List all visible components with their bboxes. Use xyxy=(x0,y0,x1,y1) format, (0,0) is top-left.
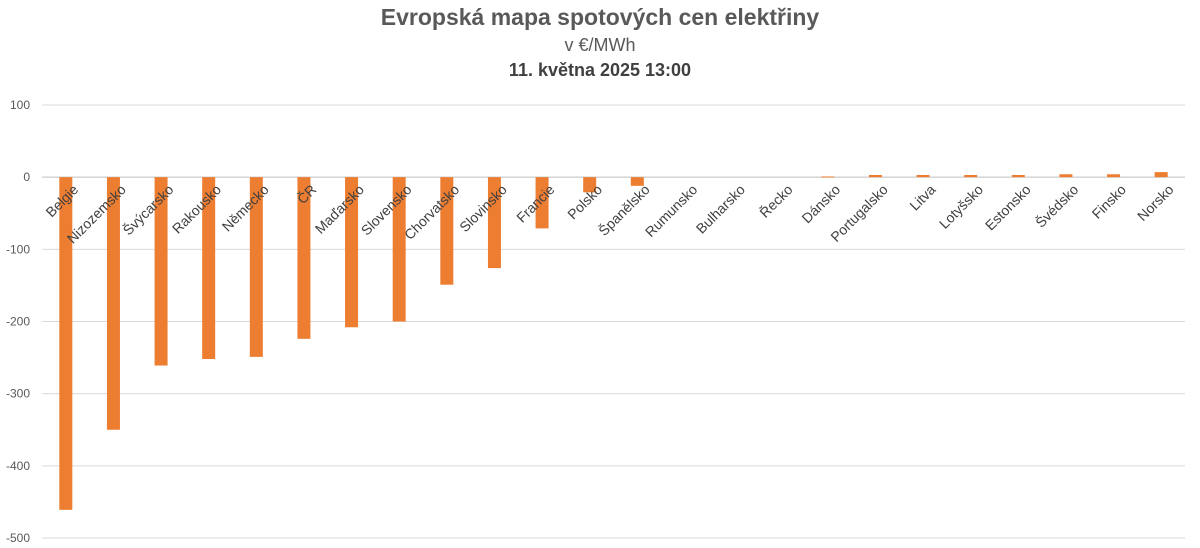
y-axis-ticks: 100 0 -100 -200 -300 -400 -500 xyxy=(6,98,30,545)
bar xyxy=(487,177,501,269)
gridlines xyxy=(42,104,1185,539)
x-tick-label: Estonsko xyxy=(982,181,1034,233)
y-tick-label: 100 xyxy=(10,98,30,112)
x-tick-label: Německo xyxy=(219,181,272,234)
x-tick-label: Švýcarsko xyxy=(120,181,177,238)
x-tick-label: Švédsko xyxy=(1032,181,1081,230)
bar xyxy=(392,177,406,322)
x-tick-label: Litva xyxy=(906,181,938,213)
y-tick-label: -500 xyxy=(6,531,30,545)
bar xyxy=(1011,175,1025,178)
chart-subtitle: v €/MWh xyxy=(564,35,636,55)
bar xyxy=(1107,174,1121,178)
y-tick-label: -100 xyxy=(6,242,30,256)
bar xyxy=(202,177,216,360)
bars xyxy=(59,172,1168,510)
x-tick-label: Francie xyxy=(513,181,557,225)
bar xyxy=(1059,174,1073,178)
bar xyxy=(535,177,549,229)
bar xyxy=(59,177,73,510)
chart-date: 11. května 2025 13:00 xyxy=(508,60,692,80)
y-tick-label: -400 xyxy=(6,459,30,473)
y-tick-label: -200 xyxy=(6,315,30,329)
bar xyxy=(154,177,168,366)
bar xyxy=(297,177,311,339)
bar xyxy=(583,177,597,193)
y-tick-label: 0 xyxy=(23,170,30,184)
bar xyxy=(868,175,882,178)
x-tick-label: Slovinsko xyxy=(456,181,510,235)
x-tick-label: Finsko xyxy=(1089,181,1130,222)
bar xyxy=(1154,172,1168,178)
x-tick-label: Lotyšsko xyxy=(936,181,987,232)
chart-titles: Evropská mapa spotových cen elektřiny v … xyxy=(0,0,1200,81)
chart-title: Evropská mapa spotových cen elektřiny xyxy=(380,4,820,30)
bar xyxy=(821,176,835,178)
bar xyxy=(916,175,930,178)
bar xyxy=(249,177,263,357)
x-tick-label: Dánsko xyxy=(798,181,843,226)
x-tick-label: Bulharsko xyxy=(693,181,748,236)
bar xyxy=(345,177,359,328)
bar xyxy=(964,175,978,178)
y-tick-label: -300 xyxy=(6,387,30,401)
bar xyxy=(440,177,454,285)
x-tick-label: Rakousko xyxy=(169,181,224,236)
bar xyxy=(630,177,644,186)
x-tick-label: Rumunsko xyxy=(642,181,701,240)
x-tick-label: Řecko xyxy=(756,181,796,221)
bar xyxy=(106,177,120,430)
x-tick-label: Norsko xyxy=(1134,181,1177,224)
